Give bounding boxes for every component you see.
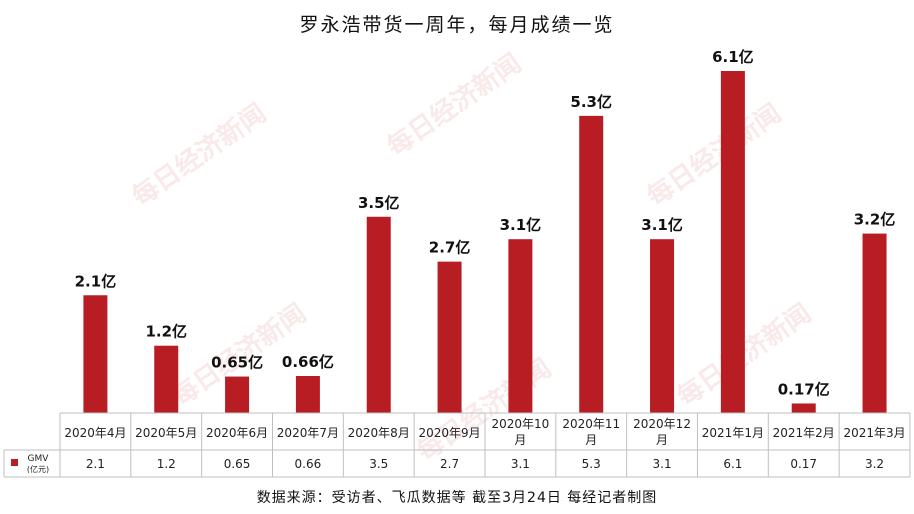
bar xyxy=(791,403,816,413)
table-value: 0.65 xyxy=(224,457,251,471)
table-value: 0.17 xyxy=(790,457,817,471)
table-value: 5.3 xyxy=(582,457,601,471)
category-label: 2021年1月 xyxy=(702,426,764,440)
data-label: 6.1亿 xyxy=(712,48,754,66)
table-value: 3.1 xyxy=(653,457,672,471)
bar xyxy=(83,295,108,413)
data-label: 2.1亿 xyxy=(75,272,117,290)
category-label: 2020年4月 xyxy=(64,426,126,440)
data-label: 3.5亿 xyxy=(358,194,400,212)
table-value: 3.1 xyxy=(511,457,530,471)
source-note: 数据来源：受访者、飞瓜数据等 截至3月24日 每经记者制图 xyxy=(256,490,658,506)
data-label: 3.2亿 xyxy=(854,211,896,229)
chart-title: 罗永浩带货一周年，每月成绩一览 xyxy=(299,14,615,36)
table-value: 0.66 xyxy=(295,457,322,471)
category-label: 2020年6月 xyxy=(206,426,268,440)
series-name: GMV xyxy=(28,454,50,464)
data-label: 3.1亿 xyxy=(641,216,683,234)
bar xyxy=(225,376,250,413)
data-label: 2.7亿 xyxy=(429,239,471,257)
category-label: 2020年5月 xyxy=(135,426,197,440)
data-label: 0.66亿 xyxy=(282,353,334,371)
data-label: 5.3亿 xyxy=(570,93,612,111)
bar xyxy=(366,216,391,413)
table-value: 1.2 xyxy=(157,457,176,471)
data-label: 0.17亿 xyxy=(778,380,830,398)
table-value: 3.5 xyxy=(369,457,388,471)
table-value: 3.2 xyxy=(865,457,884,471)
category-label: 2021年2月 xyxy=(773,426,835,440)
category-label: 2020年10 月 xyxy=(491,417,549,447)
category-label: 2021年3月 xyxy=(843,426,905,440)
bar xyxy=(437,261,462,413)
bar xyxy=(579,115,604,413)
data-label: 1.2亿 xyxy=(145,323,187,341)
bar xyxy=(154,345,179,413)
data-label: 3.1亿 xyxy=(500,216,542,234)
bar xyxy=(720,71,745,413)
series-unit: (亿元) xyxy=(27,464,49,474)
category-label: 2020年9月 xyxy=(418,426,480,440)
bar xyxy=(650,239,675,413)
table-value: 2.1 xyxy=(86,457,105,471)
category-label: 2020年7月 xyxy=(277,426,339,440)
category-label: 2020年11 月 xyxy=(562,417,620,447)
category-label: 2020年12 月 xyxy=(633,417,691,447)
table-value: 2.7 xyxy=(440,457,459,471)
bar xyxy=(862,233,887,413)
table-value: 6.1 xyxy=(723,457,742,471)
bar xyxy=(508,239,533,413)
category-label: 2020年8月 xyxy=(348,426,410,440)
legend-swatch xyxy=(11,459,18,466)
bar xyxy=(295,375,320,413)
data-label: 0.65亿 xyxy=(211,354,263,372)
